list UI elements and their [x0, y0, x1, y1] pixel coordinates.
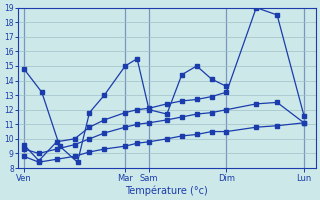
X-axis label: Température (°c): Température (°c) — [125, 185, 208, 196]
